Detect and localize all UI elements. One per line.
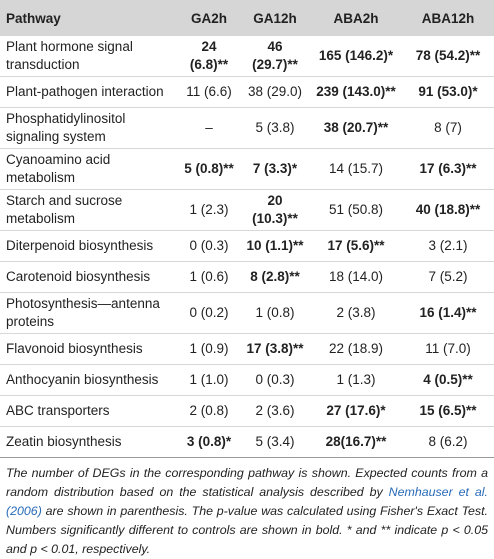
value-cell: 5 (0.8)**: [178, 148, 240, 190]
value-cell: 5 (3.8): [240, 107, 310, 149]
header-row: Pathway GA2h GA12h ABA2h ABA12h: [0, 0, 494, 36]
pathway-cell: Diterpenoid biosynthesis: [0, 230, 178, 262]
column-header: Pathway: [0, 0, 178, 36]
value-cell: 239 (143.0)**: [310, 76, 402, 108]
value-cell: 5 (3.4): [240, 426, 310, 458]
value-cell: 7 (5.2): [402, 261, 494, 293]
table-row: Diterpenoid biosynthesis 0 (0.3) 10 (1.1)*…: [0, 230, 494, 262]
pathway-cell: Carotenoid biosynthesis: [0, 261, 178, 293]
table-row: Plant-pathogen interaction 11 (6.6) 38 (29…: [0, 76, 494, 108]
column-header: GA12h: [240, 0, 310, 36]
value-cell: 2 (0.8): [178, 395, 240, 427]
pathway-cell: Flavonoid biosynthesis: [0, 333, 178, 365]
value-cell: 46 (29.7)**: [240, 36, 310, 77]
pathway-cell: Plant hormone signal transduction: [0, 36, 178, 77]
value-cell: 24 (6.8)**: [178, 36, 240, 77]
table-row: Zeatin biosynthesis 3 (0.8)* 5 (3.4) 28(16.…: [0, 426, 494, 458]
table-body: Plant hormone signal transduction 24 (6.8…: [0, 36, 494, 458]
value-cell: 1 (2.3): [178, 189, 240, 231]
value-cell: 0 (0.3): [240, 364, 310, 396]
column-header: ABA2h: [310, 0, 402, 36]
value-cell: 18 (14.0): [310, 261, 402, 293]
value-cell: 7 (3.3)*: [240, 148, 310, 190]
pathway-cell: Anthocyanin biosynthesis: [0, 364, 178, 396]
value-cell: 14 (15.7): [310, 148, 402, 190]
data-table: Pathway GA2h GA12h ABA2h ABA12h Plant hormon…: [0, 0, 494, 458]
value-cell: 2 (3.8): [310, 292, 402, 334]
footnote-text: The number of DEGs in the corresponding …: [6, 466, 488, 499]
value-cell: 15 (6.5)**: [402, 395, 494, 427]
value-cell: 11 (6.6): [178, 76, 240, 108]
pathway-cell: ABC transporters: [0, 395, 178, 427]
pathway-cell: Zeatin biosynthesis: [0, 426, 178, 458]
value-cell: 17 (3.8)**: [240, 333, 310, 365]
table-row: Carotenoid biosynthesis 1 (0.6) 8 (2.8)** 1…: [0, 261, 494, 293]
value-cell: 16 (1.4)**: [402, 292, 494, 334]
value-cell: 165 (146.2)*: [310, 36, 402, 77]
column-header: ABA12h: [402, 0, 494, 36]
value-cell: 17 (6.3)**: [402, 148, 494, 190]
value-cell: 3 (2.1): [402, 230, 494, 262]
value-cell: 27 (17.6)*: [310, 395, 402, 427]
value-cell: 2 (3.6): [240, 395, 310, 427]
table-row: Flavonoid biosynthesis 1 (0.9) 17 (3.8)** 2…: [0, 333, 494, 365]
footnote: The number of DEGs in the corresponding …: [0, 458, 494, 559]
value-cell: 4 (0.5)**: [402, 364, 494, 396]
value-cell: 40 (18.8)**: [402, 189, 494, 231]
pathway-cell: Plant-pathogen interaction: [0, 76, 178, 108]
value-cell: 3 (0.8)*: [178, 426, 240, 458]
value-cell: 1 (1.3): [310, 364, 402, 396]
value-cell: 1 (1.0): [178, 364, 240, 396]
value-cell: 38 (20.7)**: [310, 107, 402, 149]
value-cell: 1 (0.6): [178, 261, 240, 293]
table-row: Phosphatidylinositol signaling system –5 …: [0, 107, 494, 149]
table-row: Photosynthesis—antenna proteins 0 (0.2) 1 …: [0, 292, 494, 334]
value-cell: 51 (50.8): [310, 189, 402, 231]
pathway-cell: Cyanoamino acid metabolism: [0, 148, 178, 190]
table-row: Cyanoamino acid metabolism 5 (0.8)** 7 (3.…: [0, 148, 494, 190]
value-cell: 0 (0.2): [178, 292, 240, 334]
pathway-cell: Starch and sucrose metabolism: [0, 189, 178, 231]
value-cell: 1 (0.8): [240, 292, 310, 334]
value-cell: –: [178, 107, 240, 149]
value-cell: 20 (10.3)**: [240, 189, 310, 231]
value-cell: 28(16.7)**: [310, 426, 402, 458]
value-cell: 8 (2.8)**: [240, 261, 310, 293]
pathway-cell: Phosphatidylinositol signaling system: [0, 107, 178, 149]
value-cell: 78 (54.2)**: [402, 36, 494, 77]
value-cell: 8 (7): [402, 107, 494, 149]
table-row: ABC transporters 2 (0.8) 2 (3.6) 27 (17.6)*…: [0, 395, 494, 427]
value-cell: 8 (6.2): [402, 426, 494, 458]
value-cell: 11 (7.0): [402, 333, 494, 365]
column-header: GA2h: [178, 0, 240, 36]
pathway-cell: Photosynthesis—antenna proteins: [0, 292, 178, 334]
value-cell: 17 (5.6)**: [310, 230, 402, 262]
value-cell: 1 (0.9): [178, 333, 240, 365]
table-row: Plant hormone signal transduction 24 (6.8…: [0, 36, 494, 77]
citation-link[interactable]: Nemhauser et al. (2006): [6, 485, 488, 518]
table-row: Anthocyanin biosynthesis 1 (1.0) 0 (0.3) 1 …: [0, 364, 494, 396]
value-cell: 38 (29.0): [240, 76, 310, 108]
value-cell: 0 (0.3): [178, 230, 240, 262]
value-cell: 22 (18.9): [310, 333, 402, 365]
value-cell: 91 (53.0)*: [402, 76, 494, 108]
value-cell: 10 (1.1)**: [240, 230, 310, 262]
footnote-text: are shown in parenthesis. The p-value wa…: [6, 504, 488, 556]
table-row: Starch and sucrose metabolism 1 (2.3) 20 (…: [0, 189, 494, 231]
